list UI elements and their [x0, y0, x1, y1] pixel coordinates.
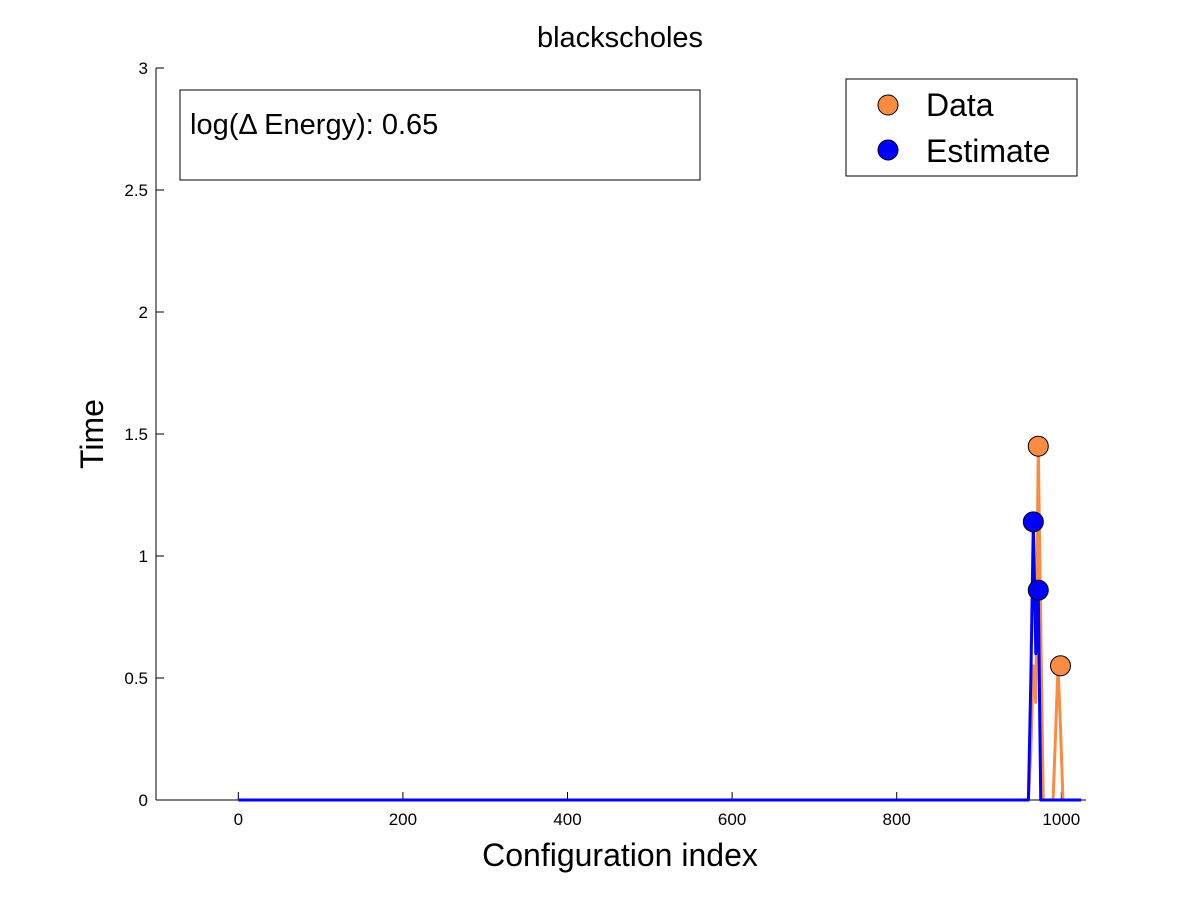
y-tick-label: 2.5 [124, 181, 148, 200]
legend-marker-data [877, 94, 899, 116]
y-tick-label: 0 [139, 791, 148, 810]
legend: Data Estimate [845, 78, 1078, 177]
x-tick-label: 1000 [1042, 810, 1080, 829]
legend-label-data: Data [926, 87, 994, 123]
legend-marker-estimate [877, 139, 899, 161]
data-point-data [1049, 655, 1071, 677]
legend-label-estimate: Estimate [926, 133, 1050, 169]
y-tick-label: 0.5 [124, 669, 148, 688]
x-tick-label: 600 [718, 810, 746, 829]
plot-area: 0 200 400 600 800 1000 0 0.5 1 1.5 2 2.5 3 [124, 59, 1086, 829]
data-point-estimate [1022, 511, 1044, 533]
series-line-data [238, 444, 1082, 802]
y-tick-label: 3 [139, 59, 148, 78]
data-point-data [1027, 435, 1049, 457]
x-tick-label: 400 [553, 810, 581, 829]
y-tick-label: 1.5 [124, 425, 148, 444]
x-axis-label: Configuration index [482, 837, 758, 873]
x-tick-label: 0 [234, 810, 243, 829]
data-point-estimate [1027, 579, 1049, 601]
annotation-text: log(Δ Energy): 0.65 [190, 109, 438, 141]
x-tick-label: 800 [883, 810, 911, 829]
chart-title: blackscholes [537, 22, 703, 54]
y-axis-label: Time [74, 399, 110, 469]
y-tick-label: 2 [139, 303, 148, 322]
annotation-box: log(Δ Energy): 0.65 [179, 89, 701, 181]
y-tick-label: 1 [139, 547, 148, 566]
x-tick-label: 200 [389, 810, 417, 829]
